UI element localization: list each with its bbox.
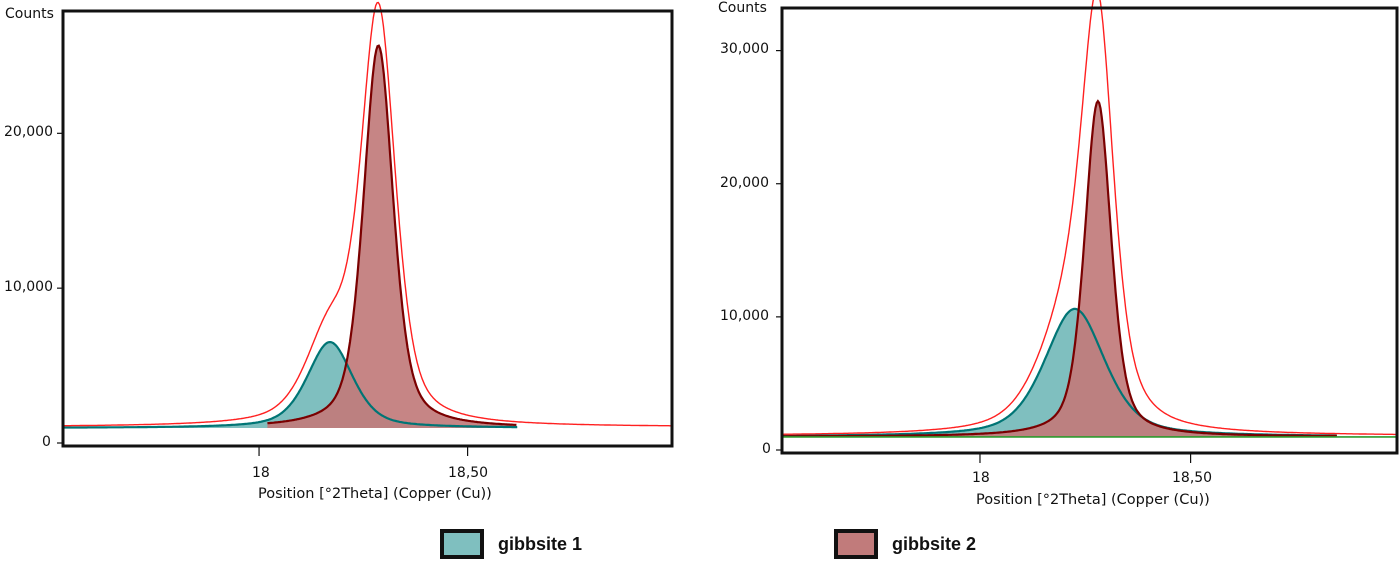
legend-swatch bbox=[440, 529, 484, 559]
legend-label: gibbsite 1 bbox=[498, 533, 583, 554]
y-axis-title: Counts bbox=[718, 0, 767, 16]
y-tick-label: 0 bbox=[762, 441, 771, 457]
legend-item-gibbsite-1: gibbsite 1 bbox=[440, 529, 582, 559]
legend-label: gibbsite 2 bbox=[892, 533, 977, 554]
y-tick-label: 20,000 bbox=[720, 175, 769, 191]
chart-left: Counts 20,000 10,000 0 18 18,50 Position… bbox=[0, 0, 690, 510]
x-axis-title: Position [°2Theta] (Copper (Cu)) bbox=[976, 492, 1210, 508]
x-tick-label: 18 bbox=[252, 465, 270, 481]
chart-right: Counts 30,000 20,000 10,000 0 18 18,50 P… bbox=[718, 0, 1399, 508]
x-axis-title: Position [°2Theta] (Copper (Cu)) bbox=[258, 486, 492, 502]
plot-area bbox=[776, 0, 1399, 463]
y-tick-label: 10,000 bbox=[720, 308, 769, 324]
x-tick-label: 18 bbox=[972, 470, 990, 486]
y-axis-title: Counts bbox=[5, 6, 54, 22]
y-tick-label: 20,000 bbox=[4, 124, 53, 140]
legend-swatch bbox=[834, 529, 878, 559]
legend-item-gibbsite-2: gibbsite 2 bbox=[834, 529, 976, 559]
y-tick-label: 10,000 bbox=[4, 279, 53, 295]
x-tick-label: 18,50 bbox=[1172, 470, 1213, 486]
x-tick-label: 18,50 bbox=[448, 465, 489, 481]
y-tick-label: 30,000 bbox=[720, 41, 769, 57]
plot-area bbox=[57, 1, 674, 456]
y-tick-label: 0 bbox=[42, 434, 51, 450]
